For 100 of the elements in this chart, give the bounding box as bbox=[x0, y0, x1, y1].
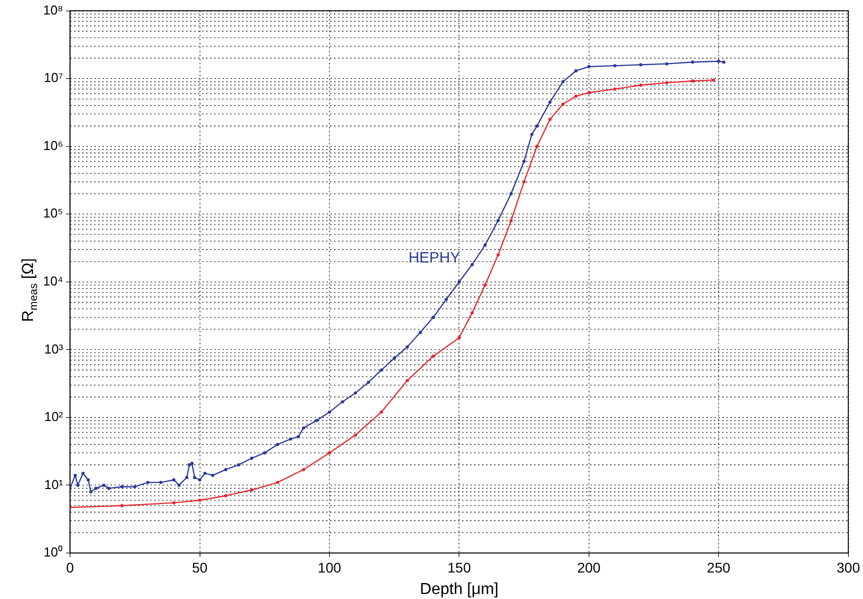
point bbox=[561, 80, 565, 84]
point bbox=[237, 463, 240, 466]
point bbox=[263, 451, 266, 454]
point bbox=[665, 81, 668, 84]
point bbox=[302, 468, 306, 472]
point bbox=[146, 480, 150, 484]
point bbox=[81, 472, 85, 475]
point bbox=[470, 263, 474, 266]
point bbox=[296, 435, 300, 438]
point bbox=[535, 124, 539, 128]
point bbox=[276, 442, 280, 446]
point bbox=[406, 378, 409, 382]
y-tick-label: 10⁷ bbox=[44, 70, 64, 86]
point bbox=[458, 336, 461, 340]
point bbox=[432, 316, 435, 319]
point bbox=[314, 418, 318, 422]
point bbox=[574, 94, 578, 98]
point bbox=[561, 102, 565, 106]
point bbox=[288, 437, 292, 441]
point bbox=[548, 118, 552, 121]
point bbox=[484, 283, 487, 287]
point bbox=[535, 144, 539, 148]
point bbox=[613, 87, 616, 91]
point bbox=[177, 484, 181, 487]
x-tick-label: 250 bbox=[706, 559, 730, 576]
point bbox=[392, 356, 396, 360]
point bbox=[496, 253, 500, 257]
point bbox=[76, 484, 80, 487]
point bbox=[328, 410, 332, 414]
point bbox=[190, 462, 194, 465]
point bbox=[250, 488, 254, 492]
point bbox=[380, 368, 383, 372]
point bbox=[530, 132, 534, 136]
point bbox=[198, 478, 202, 482]
y-tick-label: 10⁸ bbox=[43, 2, 64, 18]
point bbox=[86, 478, 90, 482]
point bbox=[107, 486, 111, 490]
y-tick-label: 10⁴ bbox=[43, 273, 64, 288]
point bbox=[328, 451, 332, 454]
point bbox=[470, 311, 474, 314]
point bbox=[172, 501, 176, 504]
point bbox=[120, 485, 124, 488]
series-label: HEPHY bbox=[408, 250, 460, 267]
y-tick-label: 10⁵ bbox=[43, 206, 64, 221]
point bbox=[691, 60, 694, 64]
point bbox=[509, 192, 513, 196]
x-tick-label: 100 bbox=[318, 559, 342, 576]
point bbox=[94, 486, 98, 490]
point bbox=[712, 78, 716, 82]
point bbox=[198, 498, 202, 502]
point bbox=[74, 474, 77, 477]
point bbox=[133, 485, 136, 488]
y-tick-label: 10¹ bbox=[44, 476, 64, 492]
point bbox=[613, 64, 616, 68]
point bbox=[188, 463, 191, 466]
point bbox=[509, 219, 513, 222]
point bbox=[722, 60, 726, 64]
x-tick-label: 300 bbox=[836, 559, 860, 576]
point bbox=[522, 180, 526, 184]
y-tick-label: 10⁶ bbox=[43, 138, 64, 153]
point bbox=[522, 160, 526, 163]
x-tick-label: 150 bbox=[448, 559, 472, 576]
point bbox=[587, 65, 590, 68]
point bbox=[185, 476, 188, 480]
x-tick-label: 0 bbox=[66, 559, 74, 576]
x-tick-label: 200 bbox=[577, 559, 601, 576]
x-axis-title: Depth [μm] bbox=[420, 580, 498, 598]
point bbox=[432, 354, 435, 358]
point bbox=[639, 63, 642, 66]
point bbox=[484, 243, 487, 247]
x-tick-label: 50 bbox=[192, 559, 208, 576]
y-tick-label: 10² bbox=[44, 409, 64, 424]
point bbox=[224, 494, 228, 498]
point bbox=[224, 468, 228, 472]
point bbox=[639, 84, 642, 87]
point bbox=[172, 478, 176, 482]
point bbox=[211, 474, 214, 477]
point bbox=[250, 456, 254, 460]
point bbox=[89, 490, 92, 494]
point bbox=[159, 480, 162, 484]
point bbox=[102, 484, 106, 487]
point bbox=[574, 69, 578, 72]
point bbox=[276, 480, 280, 484]
point bbox=[548, 100, 552, 104]
point bbox=[203, 472, 207, 475]
point bbox=[302, 426, 306, 430]
point bbox=[354, 433, 358, 437]
point bbox=[406, 345, 409, 348]
point bbox=[120, 504, 124, 508]
point bbox=[665, 62, 668, 66]
point bbox=[192, 476, 196, 480]
point bbox=[458, 280, 461, 284]
point bbox=[354, 391, 358, 395]
point bbox=[366, 380, 370, 384]
point bbox=[691, 79, 694, 83]
point bbox=[444, 298, 448, 302]
point bbox=[418, 330, 422, 334]
point bbox=[496, 219, 500, 222]
point bbox=[380, 410, 383, 414]
y-tick-label: 10³ bbox=[44, 341, 64, 356]
